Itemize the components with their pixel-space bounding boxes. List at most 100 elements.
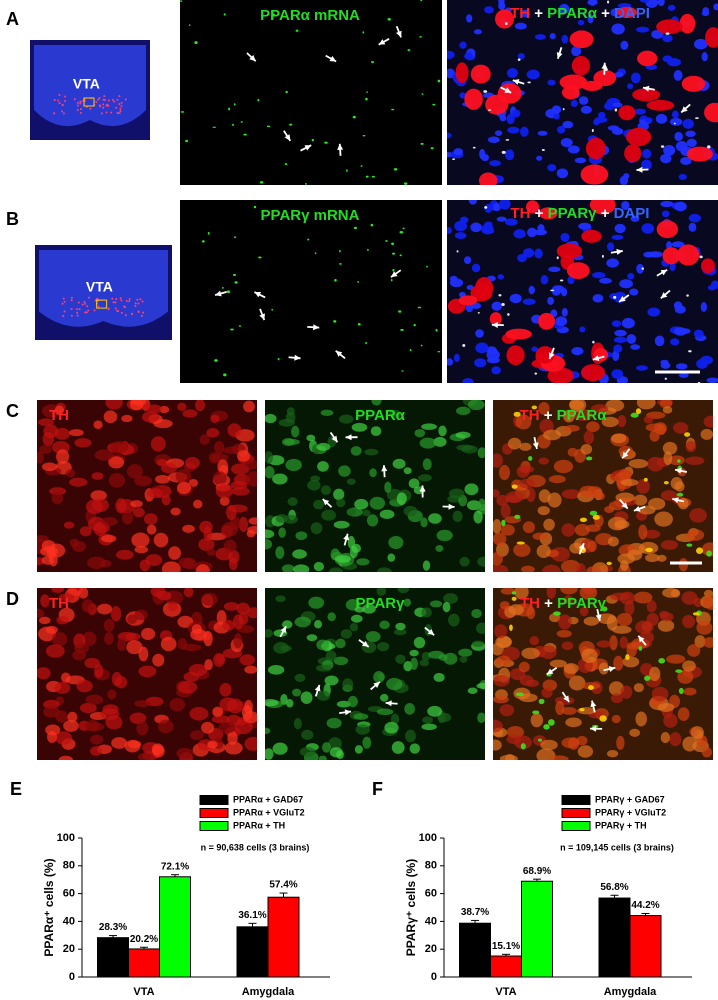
cell — [365, 97, 368, 101]
cell — [243, 400, 255, 413]
cell — [142, 411, 160, 423]
cell — [673, 422, 689, 434]
cell — [470, 284, 493, 302]
cell — [700, 428, 713, 440]
cell — [134, 609, 148, 621]
cell — [656, 19, 683, 35]
cell — [390, 278, 393, 282]
cell — [613, 336, 628, 343]
cell — [392, 268, 395, 272]
cell — [568, 675, 586, 691]
cell — [628, 459, 649, 469]
cell — [562, 120, 574, 129]
cell — [513, 411, 521, 417]
cell — [233, 103, 236, 106]
cell — [464, 88, 483, 110]
cell — [377, 567, 392, 572]
cell — [366, 514, 379, 527]
cell — [618, 105, 636, 121]
dot — [111, 297, 114, 300]
cell — [662, 247, 681, 265]
cell — [520, 743, 526, 750]
cell — [428, 513, 442, 524]
arrow-head — [675, 467, 682, 474]
cell — [537, 130, 548, 136]
cell — [366, 91, 368, 93]
value-label: 28.3% — [99, 922, 127, 933]
cell — [287, 497, 298, 506]
cell — [507, 313, 510, 316]
cell — [357, 281, 360, 283]
cell — [639, 0, 650, 3]
cell — [392, 252, 396, 255]
cell — [586, 421, 600, 433]
cell — [651, 686, 669, 702]
cell — [538, 698, 545, 705]
cell — [693, 329, 704, 338]
cell — [551, 105, 562, 114]
arrow-head — [622, 451, 629, 459]
dot — [70, 299, 73, 302]
arrow-head — [294, 354, 301, 361]
cell — [534, 372, 538, 375]
cell — [244, 459, 257, 470]
cell — [515, 414, 532, 430]
cell — [384, 481, 392, 493]
cell — [501, 150, 506, 154]
cell — [277, 358, 280, 361]
arrow-head — [331, 435, 338, 443]
cell — [403, 467, 412, 475]
cell — [577, 19, 585, 26]
cell — [511, 596, 517, 601]
cell — [556, 168, 569, 179]
cell — [683, 687, 697, 696]
cell — [285, 458, 302, 471]
cell — [601, 606, 608, 612]
cell — [553, 611, 561, 616]
cell — [417, 474, 432, 482]
cell — [541, 564, 561, 572]
cell — [611, 127, 624, 135]
image-content — [180, 0, 441, 185]
cell — [219, 682, 232, 697]
cell — [421, 93, 424, 95]
arrow-head — [578, 543, 585, 550]
cell — [362, 134, 366, 137]
dot — [102, 106, 105, 109]
cell — [509, 293, 522, 304]
dot — [140, 314, 143, 317]
cell — [615, 492, 635, 503]
cell — [443, 652, 458, 665]
cell — [498, 294, 502, 297]
cell — [677, 707, 690, 722]
arrow-head — [215, 290, 222, 297]
cell — [668, 455, 685, 466]
cell — [483, 90, 488, 93]
cell — [353, 226, 358, 230]
cell — [329, 567, 343, 572]
cell — [471, 608, 482, 619]
cell — [561, 641, 574, 651]
cell — [633, 591, 653, 604]
cell — [223, 13, 226, 16]
cell — [108, 456, 125, 469]
cell — [459, 556, 470, 567]
cell — [137, 753, 152, 760]
cell — [183, 671, 200, 682]
cell — [463, 256, 472, 265]
cell — [561, 523, 576, 537]
arrow-head — [304, 145, 312, 151]
cell — [589, 510, 598, 516]
cell — [291, 425, 300, 438]
cell — [283, 438, 300, 446]
cell — [447, 132, 452, 139]
cell — [41, 462, 58, 472]
cell — [110, 606, 122, 622]
cell — [430, 147, 434, 150]
cell — [649, 666, 661, 682]
cell — [74, 643, 90, 654]
cell — [306, 434, 316, 442]
cell — [108, 473, 126, 488]
cell — [662, 441, 678, 455]
